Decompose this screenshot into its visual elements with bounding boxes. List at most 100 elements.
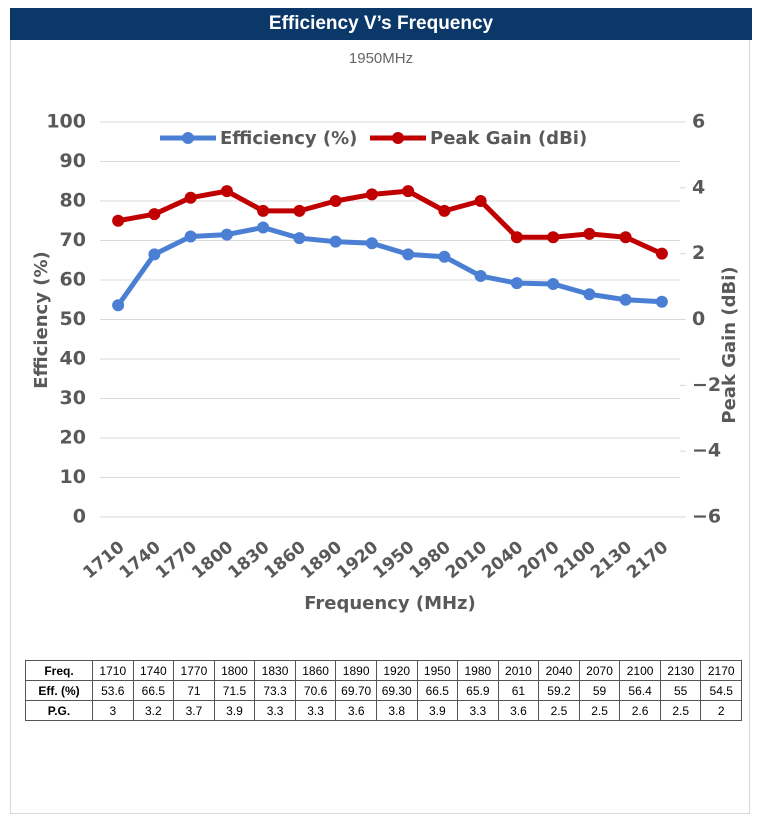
chart-title: Efficiency V’s Frequency: [10, 8, 752, 40]
table-cell: 66.5: [416, 680, 459, 701]
table-cell: 2130: [659, 660, 702, 681]
y2-tick-label: 2: [692, 242, 705, 264]
marker: [257, 221, 270, 234]
table-cell: 2.5: [659, 700, 702, 721]
table-cell: Eff. (%): [25, 680, 93, 701]
marker: [184, 191, 197, 204]
x-tick-label: 1830: [224, 537, 273, 583]
table-cell: 3.9: [416, 700, 459, 721]
table-row: Freq. 1710 1740 1770 1800 1830 1860 1890 1920 195…: [25, 660, 742, 681]
y2-tick-label: −4: [692, 440, 721, 462]
x-tick-label: 2130: [587, 537, 636, 583]
y-tick-label: 40: [60, 348, 86, 370]
y-tick-label: 70: [60, 229, 86, 251]
table-cell: 3.3: [457, 700, 499, 721]
table-cell: 3.3: [294, 700, 337, 721]
table-cell: 2040: [538, 660, 580, 681]
marker: [293, 232, 306, 245]
x-tick-label: 1950: [369, 537, 418, 583]
y-tick-label: 100: [46, 111, 86, 133]
y-tick-label: 50: [60, 308, 86, 330]
x-tick-label: 1710: [79, 537, 128, 583]
table-cell: 59: [578, 680, 621, 701]
x-axis-title: Frequency (MHz): [304, 593, 476, 614]
marker: [402, 248, 415, 261]
table-cell: 3: [92, 700, 134, 721]
table-cell: 3.6: [335, 700, 377, 721]
marker: [184, 230, 197, 243]
x-tick-label: 2070: [514, 537, 563, 583]
y-tick-label: 90: [60, 150, 86, 172]
table-cell: 2170: [700, 660, 742, 681]
table-cell: 2.5: [538, 700, 580, 721]
y2-axis-title: Peak Gain (dBi): [719, 266, 740, 423]
table-cell: 73.3: [254, 680, 296, 701]
x-tick-label: 2170: [623, 537, 672, 583]
series-line: [116, 224, 663, 307]
y-tick-label: 80: [60, 190, 86, 212]
table-cell: 65.9: [457, 680, 499, 701]
marker: [148, 248, 161, 261]
table-cell: 1740: [132, 660, 175, 681]
table-cell: 1980: [457, 660, 499, 681]
marker: [365, 188, 378, 201]
legend-label: Efficiency (%): [220, 128, 357, 149]
y2-tick-label: 4: [692, 176, 705, 198]
marker: [112, 214, 125, 227]
table-cell: 1860: [294, 660, 337, 681]
table-cell: 2.6: [619, 700, 661, 721]
table-cell: 1800: [213, 660, 256, 681]
series-line: [117, 188, 663, 256]
table-cell: 1710: [92, 660, 134, 681]
x-tick-label: 2010: [442, 537, 491, 583]
table-cell: 54.5: [700, 680, 742, 701]
table-cell: 61: [497, 680, 540, 701]
table-cell: 66.5: [132, 680, 175, 701]
table-cell: 3.9: [213, 700, 256, 721]
y-tick-label: 0: [73, 506, 86, 528]
table-cell: 2: [700, 700, 742, 721]
marker: [583, 227, 596, 240]
marker: [547, 231, 560, 244]
table-cell: 2.5: [578, 700, 621, 721]
marker: [510, 277, 523, 290]
marker: [329, 235, 342, 248]
table-cell: 1950: [416, 660, 459, 681]
x-tick-label: 1980: [406, 537, 455, 583]
data-table: Freq. 1710 1740 1770 1800 1830 1860 1890 1920 195…: [25, 660, 742, 721]
marker: [148, 208, 161, 221]
legend-marker: [392, 132, 404, 144]
table-cell: 1890: [335, 660, 377, 681]
marker: [220, 228, 233, 241]
table-cell: 55: [659, 680, 702, 701]
marker: [619, 231, 632, 244]
y-tick-label: 60: [60, 269, 86, 291]
table-cell: 70.6: [294, 680, 337, 701]
table-cell: 71: [173, 680, 215, 701]
table-cell: 3.6: [497, 700, 540, 721]
x-tick-label: 1860: [261, 537, 310, 583]
marker: [619, 293, 632, 306]
marker: [438, 250, 451, 263]
marker: [438, 204, 451, 217]
table-cell: 69.30: [375, 680, 418, 701]
marker: [257, 204, 270, 217]
x-tick-label: 2040: [478, 537, 527, 583]
marker: [293, 204, 306, 217]
table-cell: 71.5: [213, 680, 256, 701]
x-tick-label: 2100: [551, 537, 600, 583]
table-cell: 2100: [619, 660, 661, 681]
table-cell: 56.4: [619, 680, 661, 701]
marker: [547, 277, 560, 290]
x-tick-label: 1740: [116, 537, 165, 583]
table-cell: 3.7: [173, 700, 215, 721]
marker: [655, 247, 668, 260]
marker: [510, 231, 523, 244]
marker: [402, 185, 415, 198]
y-tick-label: 10: [60, 466, 86, 488]
y2-tick-label: 0: [692, 308, 705, 330]
table-cell: 1830: [254, 660, 296, 681]
x-tick-label: 1770: [152, 537, 201, 583]
